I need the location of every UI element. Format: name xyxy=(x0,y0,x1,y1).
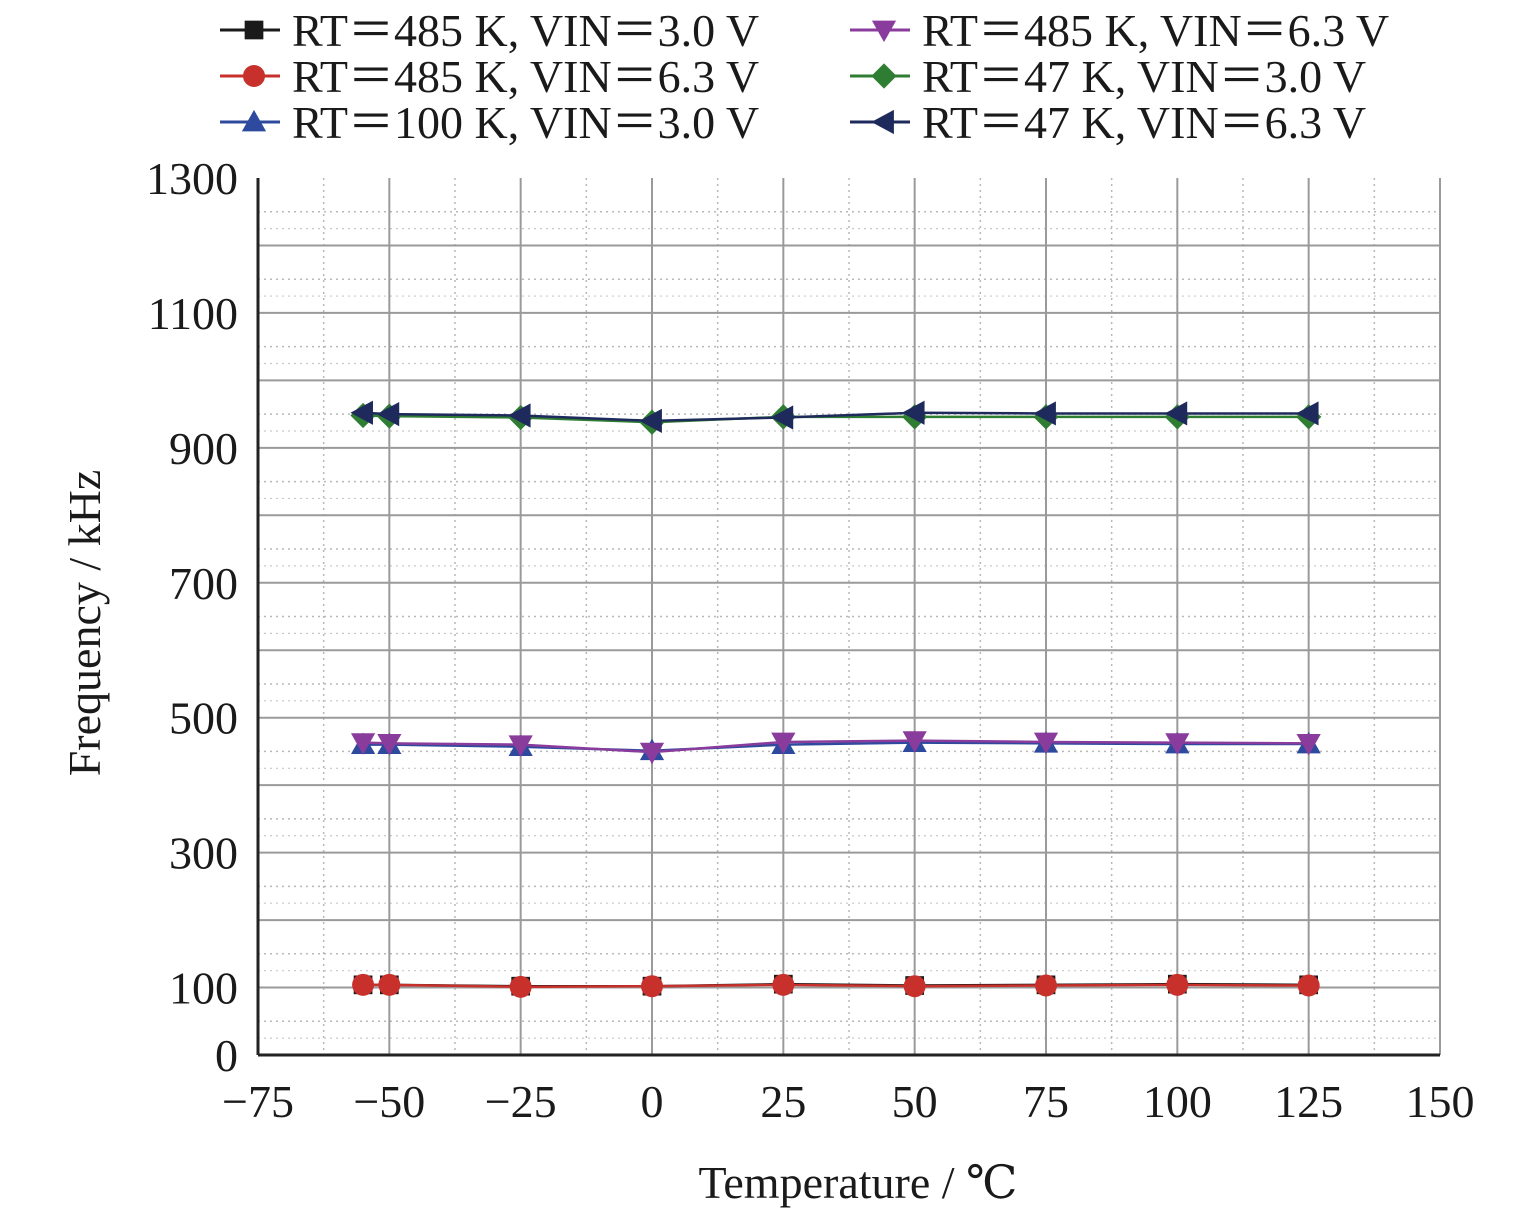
y-tick-label: 1100 xyxy=(148,288,238,339)
legend-marker xyxy=(243,65,265,87)
x-tick-label: 75 xyxy=(1023,1076,1069,1127)
grid xyxy=(258,178,1441,1055)
legend-label: RT＝100 K, VIN＝3.0 V xyxy=(292,97,759,148)
data-point xyxy=(1033,401,1056,426)
y-tick-label: 900 xyxy=(169,423,238,474)
legend-item: RT＝100 K, VIN＝3.0 V xyxy=(220,97,759,148)
data-point xyxy=(378,973,401,996)
y-tick-label: 1300 xyxy=(146,153,238,204)
legend-marker xyxy=(871,63,897,89)
legend-item: RT＝47 K, VIN＝3.0 V xyxy=(850,51,1366,102)
data-point xyxy=(1165,733,1190,755)
x-tick-label: 50 xyxy=(892,1076,938,1127)
legend-label: RT＝485 K, VIN＝6.3 V xyxy=(292,51,759,102)
data-point xyxy=(1164,401,1188,426)
legend-label: RT＝47 K, VIN＝3.0 V xyxy=(922,51,1366,102)
legend-label: RT＝47 K, VIN＝6.3 V xyxy=(922,97,1366,148)
data-point xyxy=(641,975,663,998)
data-point xyxy=(508,403,531,428)
series-layer xyxy=(350,400,1322,998)
data-point xyxy=(350,733,376,755)
data-point xyxy=(1035,974,1057,997)
x-tick-label: 125 xyxy=(1274,1076,1343,1127)
axes: 0 100 300 500 700 900 1100 1300 −75 −50 −25 0 25 50 75… xyxy=(146,153,1475,1127)
y-tick-label: 500 xyxy=(169,693,238,744)
data-point xyxy=(770,405,794,430)
data-point xyxy=(902,400,925,425)
y-axis-title: Frequency / kHz xyxy=(59,470,110,777)
data-point xyxy=(1033,732,1059,755)
data-point xyxy=(902,731,927,753)
legend-item: RT＝485 K, VIN＝6.3 V xyxy=(850,5,1389,56)
legend: RT＝485 K, VIN＝3.0 VRT＝485 K, VIN＝6.3 VRT… xyxy=(220,5,1389,148)
data-point xyxy=(1297,974,1320,997)
series-6 xyxy=(350,400,1319,433)
x-tick-label: −25 xyxy=(485,1076,557,1127)
legend-marker xyxy=(871,109,894,135)
series-4 xyxy=(350,731,1321,765)
data-point xyxy=(903,975,926,998)
data-point xyxy=(350,400,373,425)
data-point xyxy=(772,973,795,996)
data-point xyxy=(376,402,400,427)
y-tick-label: 300 xyxy=(169,828,238,879)
data-point xyxy=(639,408,662,433)
data-point xyxy=(771,732,796,755)
data-point xyxy=(1166,973,1189,996)
data-point xyxy=(508,735,533,757)
data-point xyxy=(352,973,375,996)
y-tick-label: 100 xyxy=(169,963,238,1014)
x-tick-label: 150 xyxy=(1406,1076,1475,1127)
legend-marker xyxy=(241,109,267,132)
x-tick-label: −50 xyxy=(353,1076,425,1127)
x-tick-label: 100 xyxy=(1143,1076,1212,1127)
data-point xyxy=(1296,733,1321,756)
x-tick-label: −75 xyxy=(222,1076,294,1127)
series-2 xyxy=(352,973,1320,998)
legend-label: RT＝485 K, VIN＝3.0 V xyxy=(292,5,759,56)
legend-item: RT＝47 K, VIN＝6.3 V xyxy=(850,97,1366,148)
x-tick-label: 0 xyxy=(641,1076,664,1127)
legend-marker xyxy=(871,20,897,43)
legend-item: RT＝485 K, VIN＝3.0 V xyxy=(220,5,759,56)
data-point xyxy=(639,742,665,765)
data-point xyxy=(377,733,402,756)
y-tick-label: 700 xyxy=(169,558,238,609)
y-tick-label: 0 xyxy=(215,1030,238,1081)
x-axis-title: Temperature / ℃ xyxy=(699,1157,1018,1208)
data-point xyxy=(1296,401,1319,426)
legend-item: RT＝485 K, VIN＝6.3 V xyxy=(220,51,759,102)
legend-label: RT＝485 K, VIN＝6.3 V xyxy=(922,5,1389,56)
legend-marker xyxy=(244,20,264,40)
x-tick-label: 25 xyxy=(760,1076,806,1127)
data-point xyxy=(509,975,532,998)
